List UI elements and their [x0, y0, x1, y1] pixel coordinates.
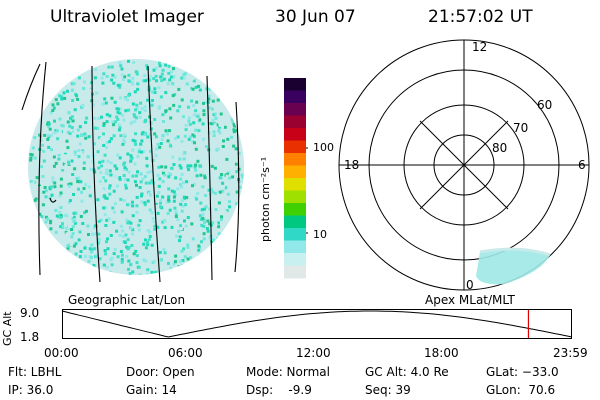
glat-info: GLat: −33.0 — [486, 365, 559, 379]
colorbar-swatch — [284, 215, 306, 229]
timeline-right-label: Apex MLat/MLT — [425, 293, 515, 307]
glon-info: GLon: 70.6 — [486, 383, 556, 397]
timeline-x-tick-1800: 18:00 — [424, 346, 459, 360]
mlt-label-0: 0 — [466, 278, 474, 292]
timeline-x-tick-0600: 06:00 — [168, 346, 203, 360]
colorbar-swatch — [284, 178, 306, 191]
colorbar-tick-100: 100 — [313, 141, 334, 154]
mode-info: Mode: Normal — [246, 365, 330, 379]
timeline-y-axis-label: GC Alt — [1, 311, 14, 346]
colorbar-swatch — [284, 90, 306, 104]
colorbar — [284, 78, 308, 279]
date-label: 30 Jun 07 — [275, 7, 356, 27]
meridian-line — [38, 61, 47, 276]
timeline-left-label: Geographic Lat/Lon — [68, 293, 186, 307]
mlt-label-12: 12 — [472, 40, 488, 54]
lat-label-60: 60 — [537, 98, 553, 112]
colorbar-swatch — [284, 165, 306, 179]
mlt-label-6: 6 — [578, 158, 586, 172]
colorbar-swatch — [284, 78, 306, 91]
colorbar-swatch — [284, 265, 306, 279]
colorbar-swatch — [284, 153, 306, 166]
gc-alt-info: GC Alt: 4.0 Re — [365, 365, 449, 379]
dsp-info: Dsp: -9.9 — [246, 383, 312, 397]
colorbar-swatch — [284, 203, 306, 216]
coastline — [49, 197, 57, 203]
lat-label-70: 70 — [513, 121, 529, 135]
colorbar-swatch — [284, 115, 306, 129]
polar-plot — [338, 39, 590, 291]
gain-info: Gain: 14 — [126, 383, 177, 397]
meridian-line — [147, 65, 161, 283]
meridian-line — [206, 75, 213, 281]
colorbar-tick-10: 10 — [313, 228, 327, 241]
geographic-image — [21, 59, 244, 283]
timeline-y-tick-low: 1.8 — [20, 330, 40, 344]
colorbar-label: photon cm⁻²s⁻¹ — [259, 156, 272, 242]
timeline-y-tick-high: 9.0 — [20, 306, 40, 320]
filter-info: Flt: LBHL — [8, 365, 62, 379]
door-info: Door: Open — [126, 365, 195, 379]
lat-label-80: 80 — [492, 141, 508, 155]
colorbar-swatch — [284, 128, 306, 141]
seq-info: Seq: 39 — [365, 383, 411, 397]
instrument-title: Ultraviolet Imager — [50, 7, 204, 27]
meridian-line — [91, 65, 101, 283]
colorbar-swatch — [284, 240, 306, 254]
ip-info: IP: 36.0 — [8, 383, 54, 397]
meridian-line — [234, 101, 240, 273]
colorbar-swatch — [284, 253, 306, 266]
colorbar-swatch — [284, 103, 306, 116]
altitude-timeline — [61, 309, 573, 339]
timeline-x-tick-1200: 12:00 — [296, 346, 331, 360]
timeline-x-tick-0000: 00:00 — [44, 346, 79, 360]
auroral-oval-fill — [476, 249, 550, 285]
mlt-label-18: 18 — [344, 158, 360, 172]
time-label: 21:57:02 UT — [428, 7, 533, 27]
coastline — [21, 63, 41, 111]
colorbar-swatch — [284, 190, 306, 204]
timeline-x-tick-2359: 23:59 — [553, 346, 588, 360]
colorbar-swatch — [284, 228, 306, 241]
colorbar-swatch — [284, 140, 306, 154]
